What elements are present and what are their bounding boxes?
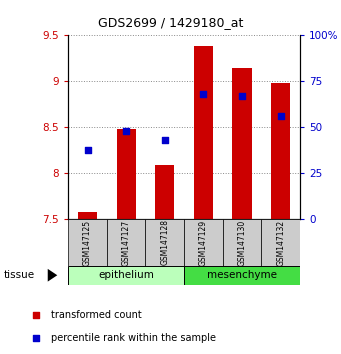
Point: [239, 93, 245, 99]
Text: epithelium: epithelium: [98, 270, 154, 280]
Bar: [271, 83, 291, 219]
Text: GSM147129: GSM147129: [199, 219, 208, 266]
Bar: [233, 68, 252, 219]
Bar: [117, 129, 136, 219]
Text: tissue: tissue: [3, 270, 34, 280]
Polygon shape: [48, 269, 57, 282]
Text: GSM147127: GSM147127: [122, 219, 131, 266]
Text: GDS2699 / 1429180_at: GDS2699 / 1429180_at: [98, 16, 243, 29]
Point: [201, 91, 206, 97]
Bar: [223, 219, 262, 266]
Bar: [146, 219, 184, 266]
Bar: [262, 219, 300, 266]
Text: transformed count: transformed count: [51, 309, 142, 320]
Point: [123, 128, 129, 134]
Point: [278, 114, 283, 119]
Text: GSM147132: GSM147132: [276, 219, 285, 266]
Text: mesenchyme: mesenchyme: [207, 270, 277, 280]
Bar: [78, 212, 97, 219]
Point: [33, 336, 38, 341]
Bar: [68, 266, 184, 285]
Point: [162, 137, 167, 143]
Bar: [184, 266, 300, 285]
Text: GSM147128: GSM147128: [160, 219, 169, 266]
Bar: [107, 219, 146, 266]
Text: GSM147125: GSM147125: [83, 219, 92, 266]
Bar: [68, 219, 107, 266]
Text: percentile rank within the sample: percentile rank within the sample: [51, 333, 216, 343]
Bar: [155, 165, 175, 219]
Bar: [194, 46, 213, 219]
Text: GSM147130: GSM147130: [238, 219, 247, 266]
Point: [33, 312, 38, 318]
Bar: [184, 219, 223, 266]
Point: [85, 147, 90, 152]
